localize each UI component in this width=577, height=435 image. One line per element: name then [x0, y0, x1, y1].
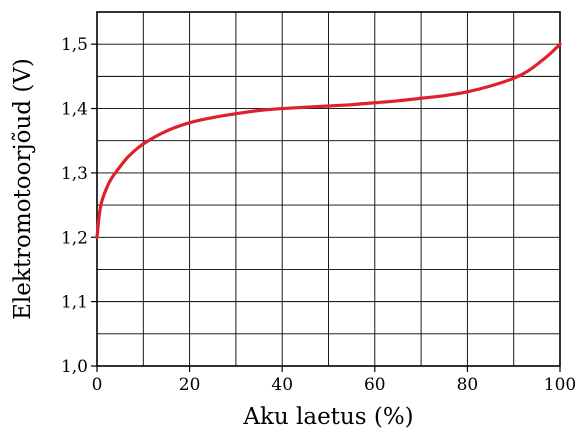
x-tick-label: 80 — [457, 375, 479, 395]
y-axis-title: Elektromotoorjõud (V) — [10, 58, 36, 320]
x-axis-title: Aku laetus (%) — [242, 404, 413, 430]
series-line — [95, 42, 562, 239]
y-tick-label: 1,3 — [61, 164, 88, 184]
plot-frame — [96, 11, 561, 367]
x-tick-label: 20 — [179, 375, 201, 395]
x-tick-label: 60 — [364, 375, 386, 395]
ticks: 0 20 40 60 80 100 1,0 1,1 1,2 1,3 1,4 1,5 — [61, 35, 576, 395]
y-tick-label: 1,2 — [61, 228, 88, 248]
x-tick-label: 0 — [92, 375, 103, 395]
y-tick-label: 1,4 — [61, 100, 88, 120]
x-tick-label: 40 — [271, 375, 293, 395]
series — [95, 42, 562, 239]
y-tick-label: 1,0 — [61, 357, 88, 377]
grid — [97, 12, 560, 366]
x-tick-label: 100 — [544, 375, 576, 395]
y-tick-label: 1,5 — [61, 35, 88, 55]
y-tick-label: 1,1 — [61, 293, 88, 313]
